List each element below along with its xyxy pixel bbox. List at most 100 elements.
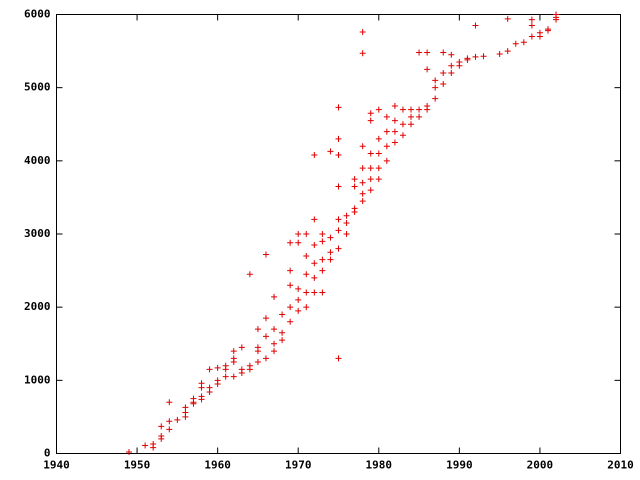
point <box>432 84 439 91</box>
point <box>287 282 294 289</box>
point <box>367 165 374 172</box>
point <box>472 53 479 60</box>
point <box>271 348 278 355</box>
point <box>279 311 286 318</box>
point <box>182 404 189 411</box>
point <box>271 340 278 347</box>
point <box>464 55 471 62</box>
point <box>416 106 423 113</box>
point <box>279 329 286 336</box>
point <box>367 110 374 117</box>
point <box>359 198 366 205</box>
point <box>335 135 342 142</box>
y-tick-label: 1000 <box>24 373 51 386</box>
point <box>383 143 390 150</box>
point <box>343 212 350 219</box>
point <box>327 249 334 256</box>
point <box>391 139 398 146</box>
point <box>351 176 358 183</box>
point <box>327 148 334 155</box>
point <box>214 377 221 384</box>
point <box>295 296 302 303</box>
point <box>319 256 326 263</box>
point <box>198 396 205 403</box>
point <box>416 49 423 56</box>
point <box>440 49 447 56</box>
point <box>448 51 455 58</box>
point <box>367 176 374 183</box>
point <box>504 15 511 22</box>
point <box>335 183 342 190</box>
point <box>383 128 390 135</box>
plot-border <box>56 14 621 454</box>
y-tick-label: 4000 <box>24 154 51 167</box>
point <box>206 384 213 391</box>
point <box>142 442 149 449</box>
point <box>367 117 374 124</box>
point <box>383 157 390 164</box>
point <box>480 53 487 60</box>
point <box>553 11 560 18</box>
x-tick-label: 2000 <box>527 459 554 472</box>
point <box>512 40 519 47</box>
point <box>399 121 406 128</box>
point <box>359 179 366 186</box>
point <box>375 106 382 113</box>
point <box>391 102 398 109</box>
point <box>335 104 342 111</box>
point <box>432 95 439 102</box>
point <box>504 48 511 55</box>
point <box>448 70 455 77</box>
point <box>408 106 415 113</box>
point <box>424 66 431 73</box>
point <box>335 227 342 234</box>
point <box>335 151 342 158</box>
y-tick-label: 2000 <box>24 300 51 313</box>
point <box>327 256 334 263</box>
point <box>303 252 310 259</box>
point <box>319 289 326 296</box>
point <box>359 143 366 150</box>
point <box>262 333 269 340</box>
point <box>295 307 302 314</box>
point <box>254 344 261 351</box>
point <box>158 423 165 430</box>
point <box>287 267 294 274</box>
point <box>246 362 253 369</box>
point <box>238 366 245 373</box>
point <box>359 50 366 57</box>
point <box>254 326 261 333</box>
point <box>287 239 294 246</box>
point <box>303 271 310 278</box>
y-tick-label: 6000 <box>24 8 51 21</box>
point <box>311 151 318 158</box>
point <box>158 432 165 439</box>
point <box>150 444 157 451</box>
point <box>230 359 237 366</box>
point <box>230 348 237 355</box>
point <box>335 245 342 252</box>
point <box>424 102 431 109</box>
point <box>303 231 310 237</box>
point <box>432 77 439 84</box>
point <box>544 26 551 33</box>
point <box>343 220 350 227</box>
point <box>214 364 221 371</box>
x-tick-label: 2010 <box>607 459 634 472</box>
point <box>303 289 310 296</box>
point <box>246 271 253 278</box>
point <box>206 366 213 373</box>
point <box>198 380 205 387</box>
point <box>351 183 358 190</box>
point <box>311 241 318 248</box>
point <box>295 239 302 246</box>
point <box>472 22 479 29</box>
point <box>536 29 543 36</box>
x-tick-label: 1990 <box>446 459 473 472</box>
point <box>448 62 455 69</box>
point <box>351 205 358 212</box>
point <box>367 150 374 157</box>
point <box>222 366 229 373</box>
point <box>440 70 447 77</box>
point <box>254 359 261 366</box>
